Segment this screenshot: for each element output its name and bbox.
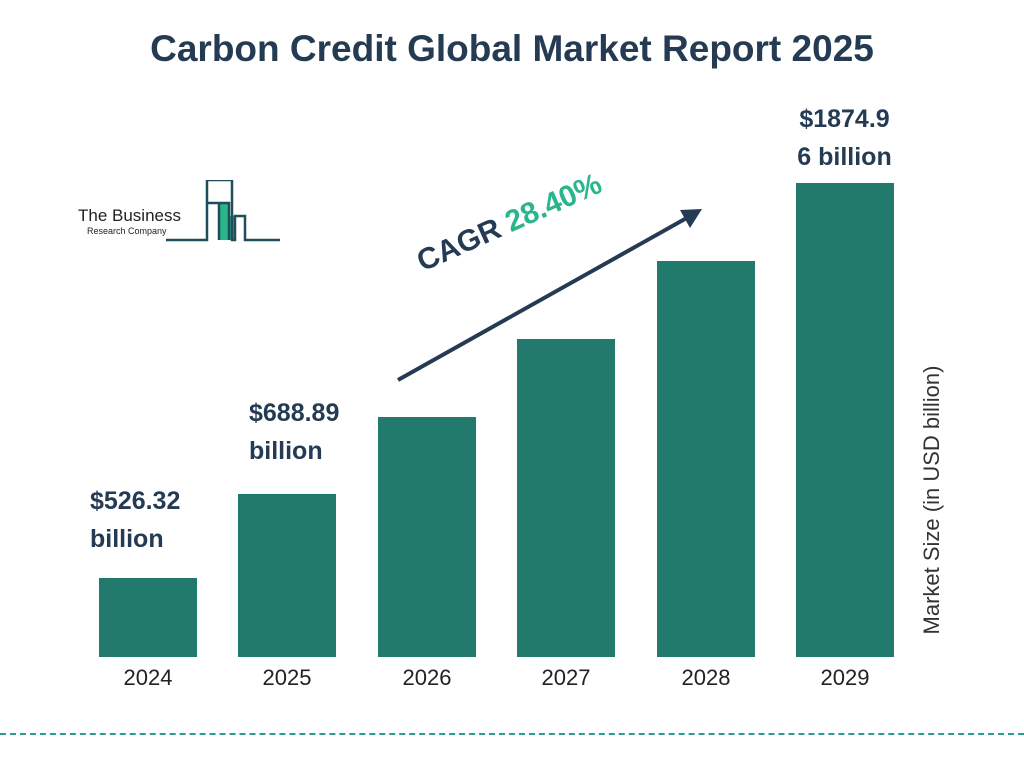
value-label-line: $1874.9 xyxy=(799,105,890,133)
value-label-2024: $526.32 billion xyxy=(90,482,180,558)
bar-2027 xyxy=(517,338,615,657)
value-label-line: $526.32 xyxy=(90,487,181,515)
x-tick-label: 2028 xyxy=(681,665,731,690)
value-label-2029: $1874.9 6 billion xyxy=(792,100,897,176)
footer-divider xyxy=(0,733,1024,735)
x-tick-label: 2024 xyxy=(123,665,173,690)
value-label-2025: $688.89 billion xyxy=(249,394,339,470)
value-label-line: billion xyxy=(249,437,323,465)
bar-2029 xyxy=(796,183,894,657)
value-label-line: 6 billion xyxy=(797,143,892,171)
bar-2028 xyxy=(657,261,755,657)
x-tick-label: 2026 xyxy=(402,665,452,690)
logo-line2: Research Company xyxy=(87,226,167,236)
bar-2026 xyxy=(378,416,476,657)
x-tick-label: 2027 xyxy=(541,665,591,690)
chart-title: Carbon Credit Global Market Report 2025 xyxy=(150,28,874,69)
value-label-line: billion xyxy=(90,525,164,553)
value-label-line: $688.89 xyxy=(249,399,340,427)
logo-buildings-icon xyxy=(166,180,280,242)
x-tick-label: 2029 xyxy=(820,665,870,690)
x-tick-label: 2025 xyxy=(262,665,312,690)
y-axis-label: Market Size (in USD billion) xyxy=(919,365,944,635)
bar-2025 xyxy=(238,494,336,657)
logo-line1: The Business xyxy=(78,206,181,225)
bar-2024 xyxy=(99,578,197,657)
